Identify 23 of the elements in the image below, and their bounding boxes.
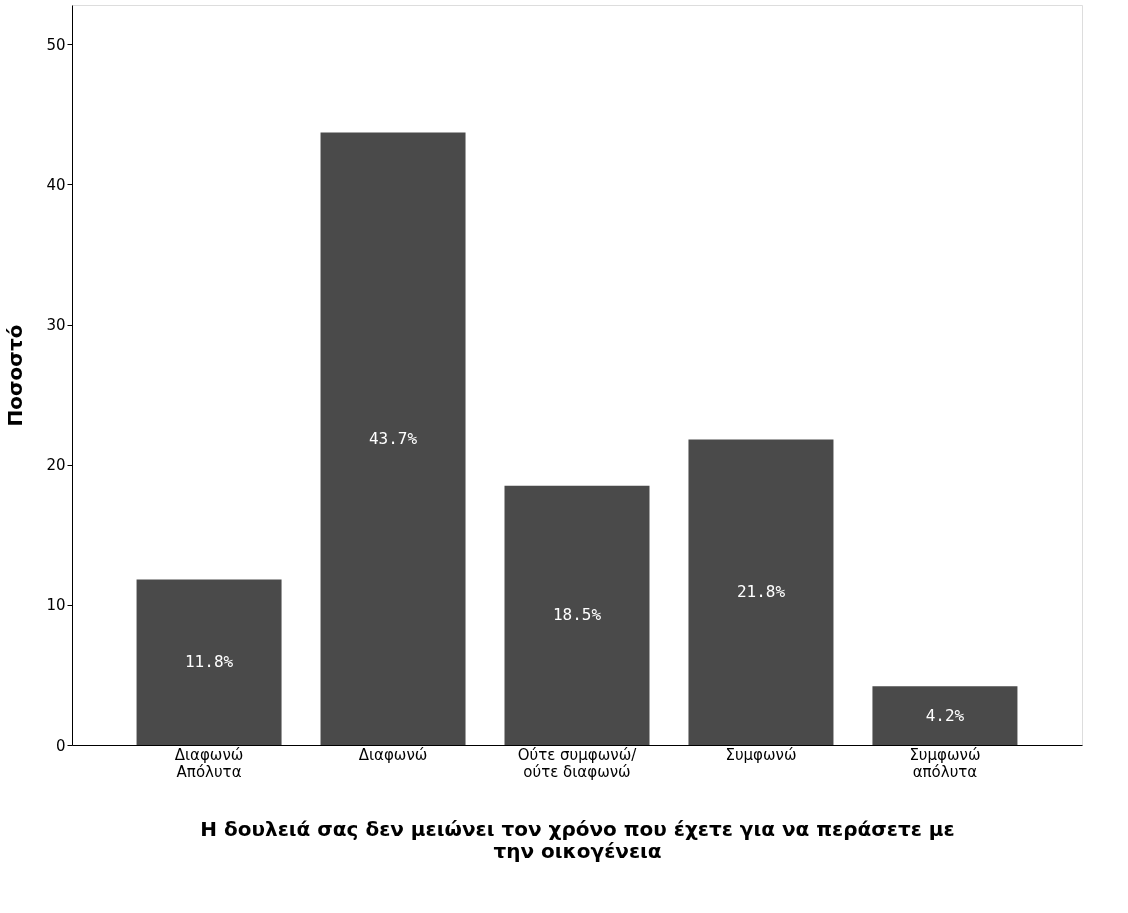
x-tick-label: Διαφωνώ Απόλυτα	[174, 745, 244, 781]
y-tick-label: 10	[46, 596, 66, 615]
x-tick-label: Ούτε συμφωνώ/ ούτε διαφωνώ	[517, 745, 638, 781]
bar	[688, 439, 834, 745]
x-tick-label: Συμφωνώ απόλυτα	[909, 745, 981, 781]
data-label: 43.7%	[368, 428, 418, 448]
y-axis-title: Ποσοστό	[3, 324, 28, 427]
data-label: 4.2%	[925, 705, 965, 725]
x-tick-label: Συμφωνώ	[725, 745, 797, 764]
y-tick-label: 0	[55, 736, 66, 755]
x-axis-title: Η δουλειά σας δεν μειώνει τον χρόνο που έχετε για να περάσετε με την οικογένεια	[200, 816, 955, 863]
data-label: 21.8%	[736, 582, 786, 602]
data-label: 11.8%	[184, 652, 234, 672]
y-tick-label: 20	[46, 456, 66, 475]
bar	[872, 686, 1018, 745]
data-label: 18.5%	[552, 605, 602, 625]
bar	[320, 132, 466, 745]
bar	[136, 579, 282, 745]
y-tick-label: 40	[46, 175, 66, 194]
y-tick-label: 30	[46, 316, 66, 335]
x-tick-label: Διαφωνώ	[358, 745, 428, 764]
y-tick-label: 50	[46, 35, 66, 54]
bar	[504, 485, 650, 745]
